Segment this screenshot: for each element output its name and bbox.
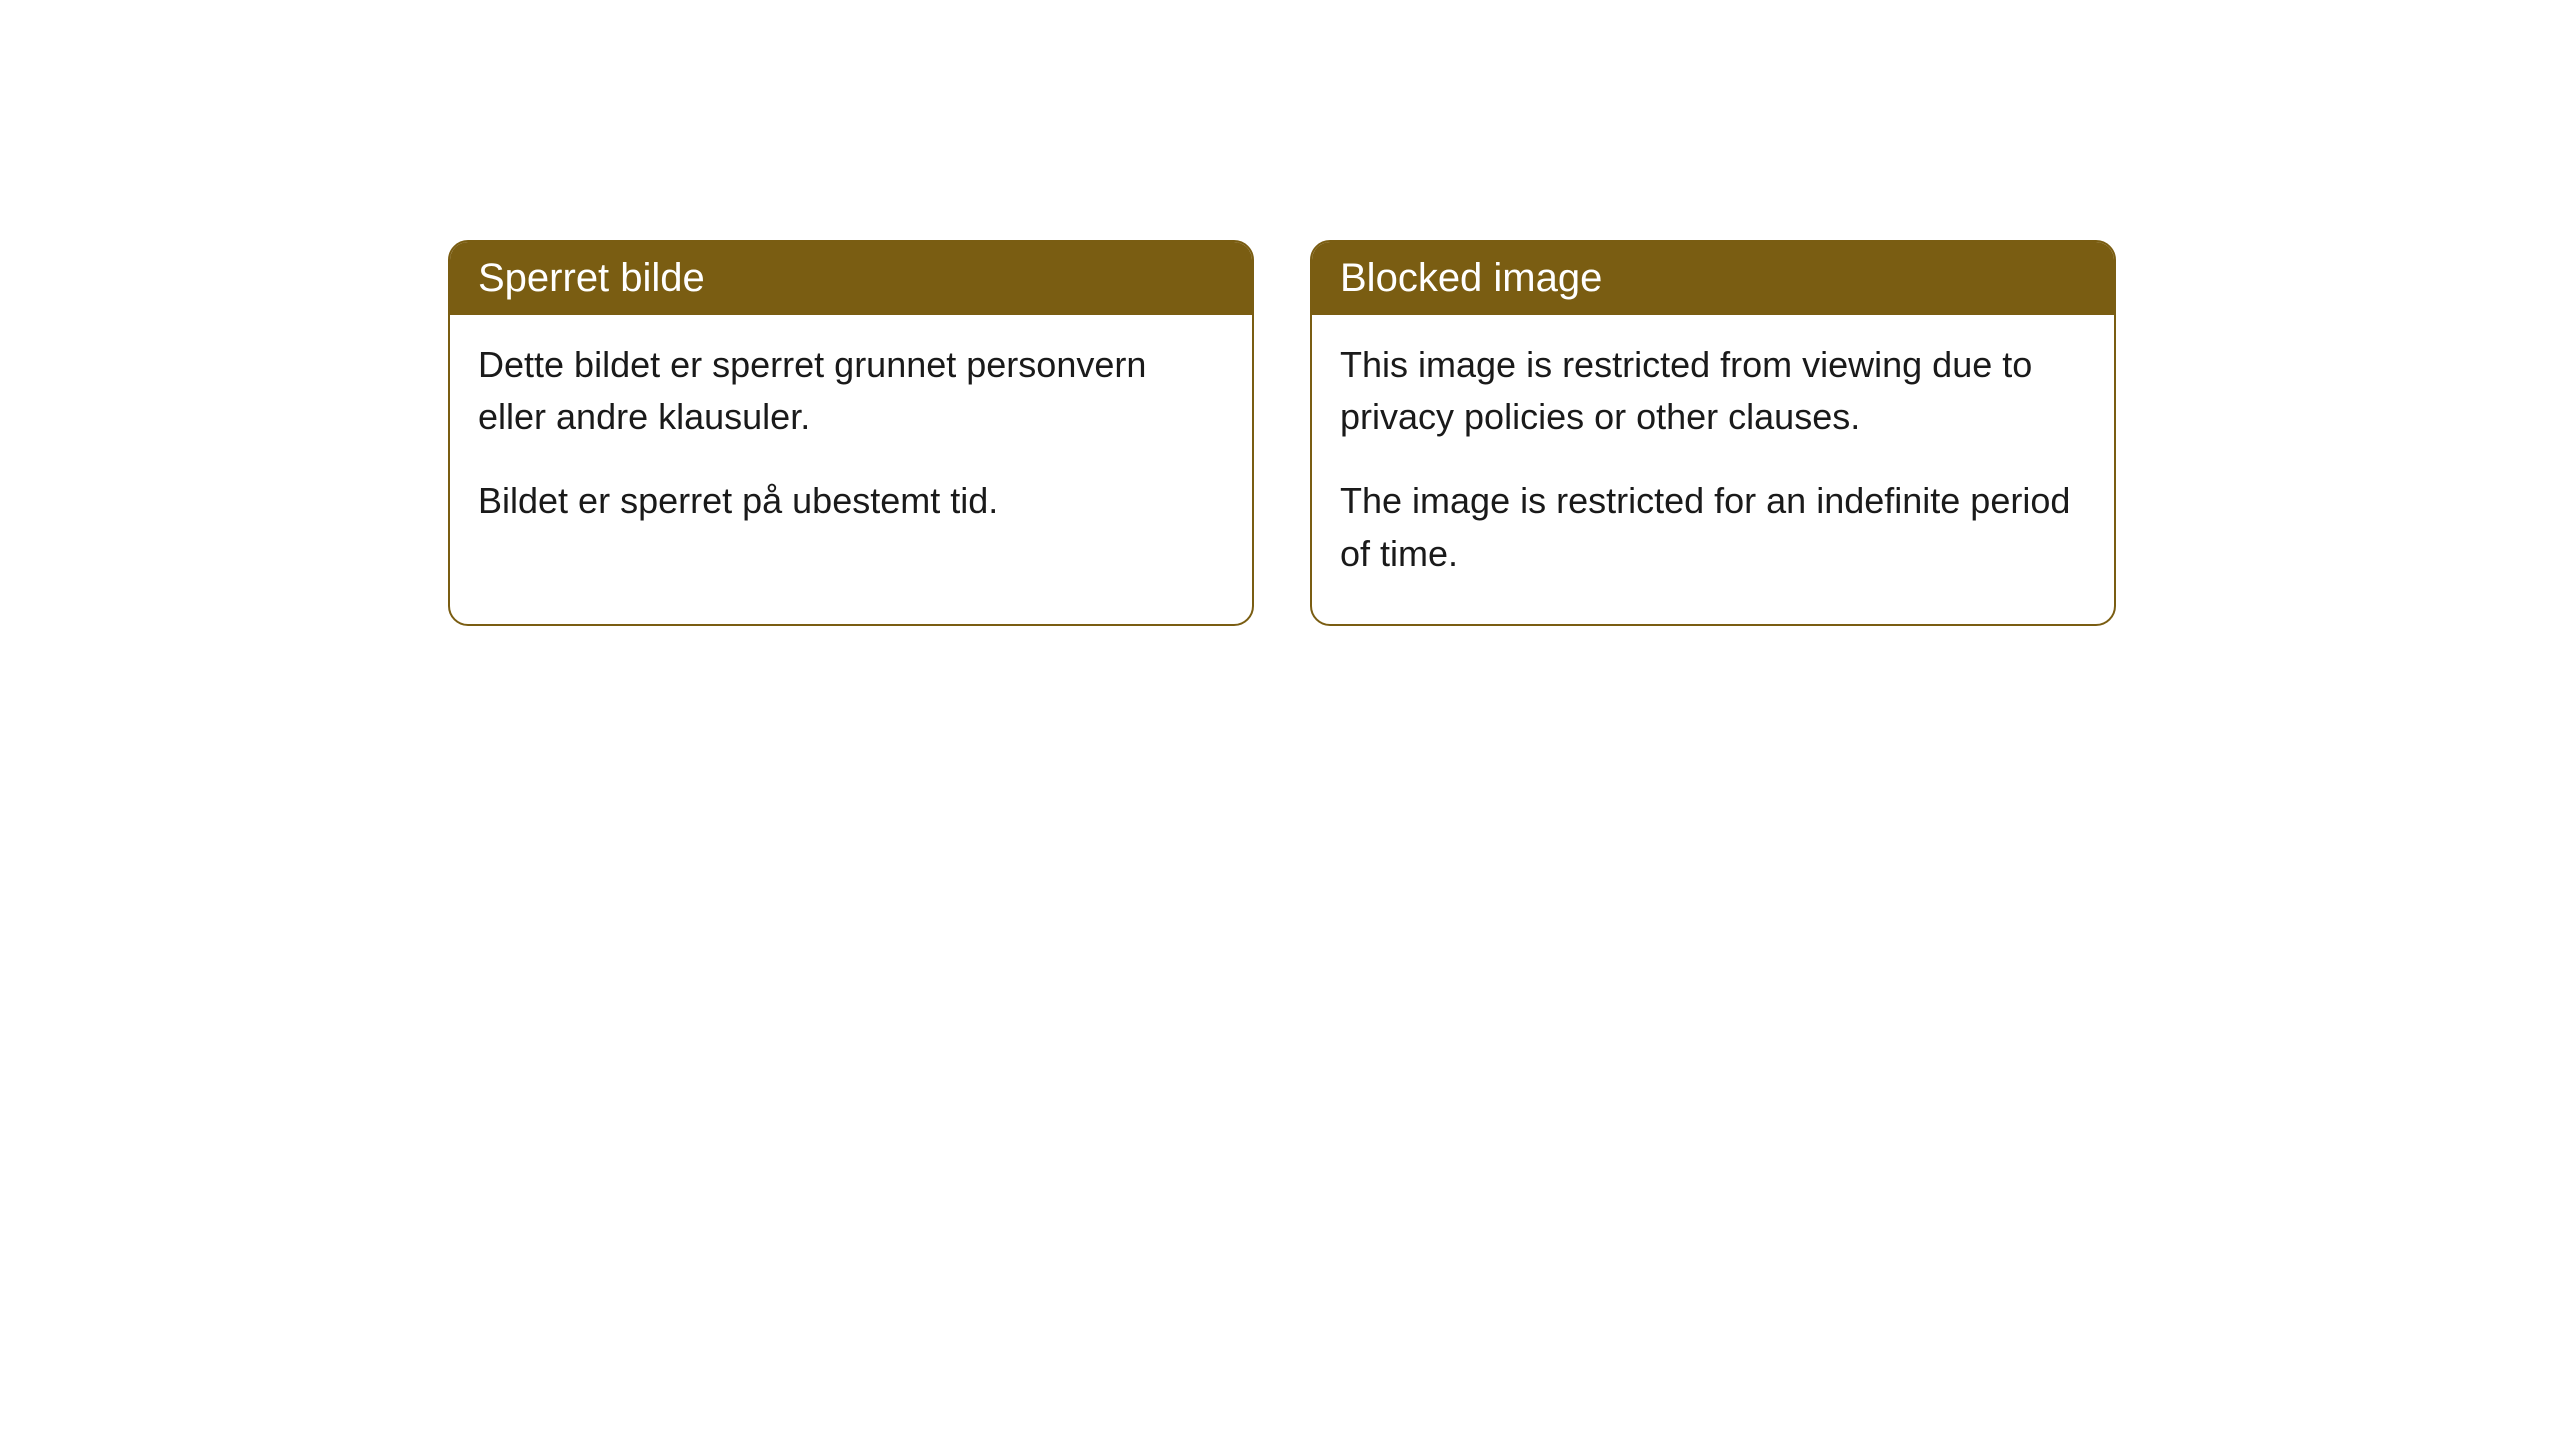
card-title: Sperret bilde [478,256,705,300]
card-title: Blocked image [1340,256,1602,300]
card-paragraph: This image is restricted from viewing du… [1340,339,2086,443]
card-body: Dette bildet er sperret grunnet personve… [450,315,1252,572]
notice-container: Sperret bilde Dette bildet er sperret gr… [448,240,2116,626]
card-paragraph: Bildet er sperret på ubestemt tid. [478,475,1224,527]
card-paragraph: Dette bildet er sperret grunnet personve… [478,339,1224,443]
blocked-image-card-english: Blocked image This image is restricted f… [1310,240,2116,626]
blocked-image-card-norwegian: Sperret bilde Dette bildet er sperret gr… [448,240,1254,626]
card-body: This image is restricted from viewing du… [1312,315,2114,624]
card-header: Sperret bilde [450,242,1252,315]
card-header: Blocked image [1312,242,2114,315]
card-paragraph: The image is restricted for an indefinit… [1340,475,2086,579]
